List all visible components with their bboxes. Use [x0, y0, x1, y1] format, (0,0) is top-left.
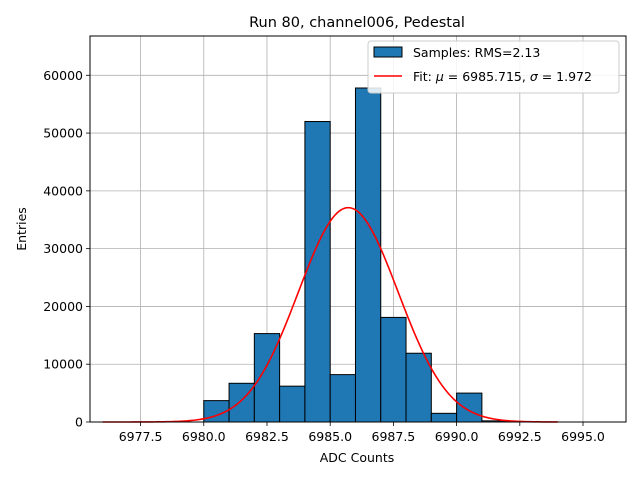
x-axis-ticks: 6977.5 6980.0 6982.5 6985.0 6987.5 6990.0 6992… [119, 422, 605, 444]
y-tick-label: 20000 [43, 299, 83, 314]
legend-fit-prefix: Fit: [413, 69, 436, 84]
legend-box [367, 40, 620, 94]
plot-frame [89, 35, 627, 423]
fit-curve [102, 206, 558, 423]
legend: Samples: RMS=2.13 Fit: μ = 6985.715, σ =… [367, 40, 620, 94]
legend-fit-mu-symbol: μ [435, 69, 444, 84]
x-tick-label: 6990.0 [435, 429, 479, 444]
x-tick-label: 6985.0 [308, 429, 352, 444]
y-axis-ticks: 0 10000 20000 30000 40000 50000 60000 [43, 68, 90, 430]
histogram-bar [228, 382, 255, 423]
chart-title: Run 80, channel006, Pedestal [249, 15, 465, 31]
histogram-bar [380, 316, 407, 423]
histogram-bar [354, 87, 382, 423]
x-tick-label: 6982.5 [245, 429, 289, 444]
legend-fit-sigma-symbol: σ [530, 69, 539, 84]
histogram-bar [456, 392, 483, 423]
histogram-bar [405, 352, 432, 423]
x-tick-label: 6995.0 [561, 429, 605, 444]
y-tick-label: 50000 [43, 126, 83, 141]
x-tick-label: 6987.5 [372, 429, 416, 444]
histogram-bar [279, 385, 306, 423]
legend-histogram-label: Samples: RMS=2.13 [413, 45, 540, 60]
y-tick-label: 40000 [43, 183, 83, 198]
x-tick-label: 6992.5 [498, 429, 542, 444]
y-tick-label: 0 [75, 415, 83, 430]
legend-fit-sigma-value: = 1.972 [538, 69, 592, 84]
y-tick-label: 10000 [43, 357, 83, 372]
y-axis-label: Entries [14, 207, 29, 251]
legend-fit-mu-value: = 6985.715, [444, 69, 530, 84]
x-tick-label: 6980.0 [182, 429, 226, 444]
histogram-bar [304, 121, 331, 423]
histogram-bar [430, 412, 458, 423]
y-tick-label: 60000 [43, 68, 83, 83]
legend-histogram-swatch [373, 46, 403, 58]
x-tick-label: 6977.5 [119, 429, 163, 444]
legend-fit-label: Fit: μ = 6985.715, σ = 1.972 [413, 69, 592, 84]
y-tick-label: 30000 [43, 241, 83, 256]
histogram-bar [329, 374, 356, 423]
x-axis-label: ADC Counts [320, 450, 395, 465]
